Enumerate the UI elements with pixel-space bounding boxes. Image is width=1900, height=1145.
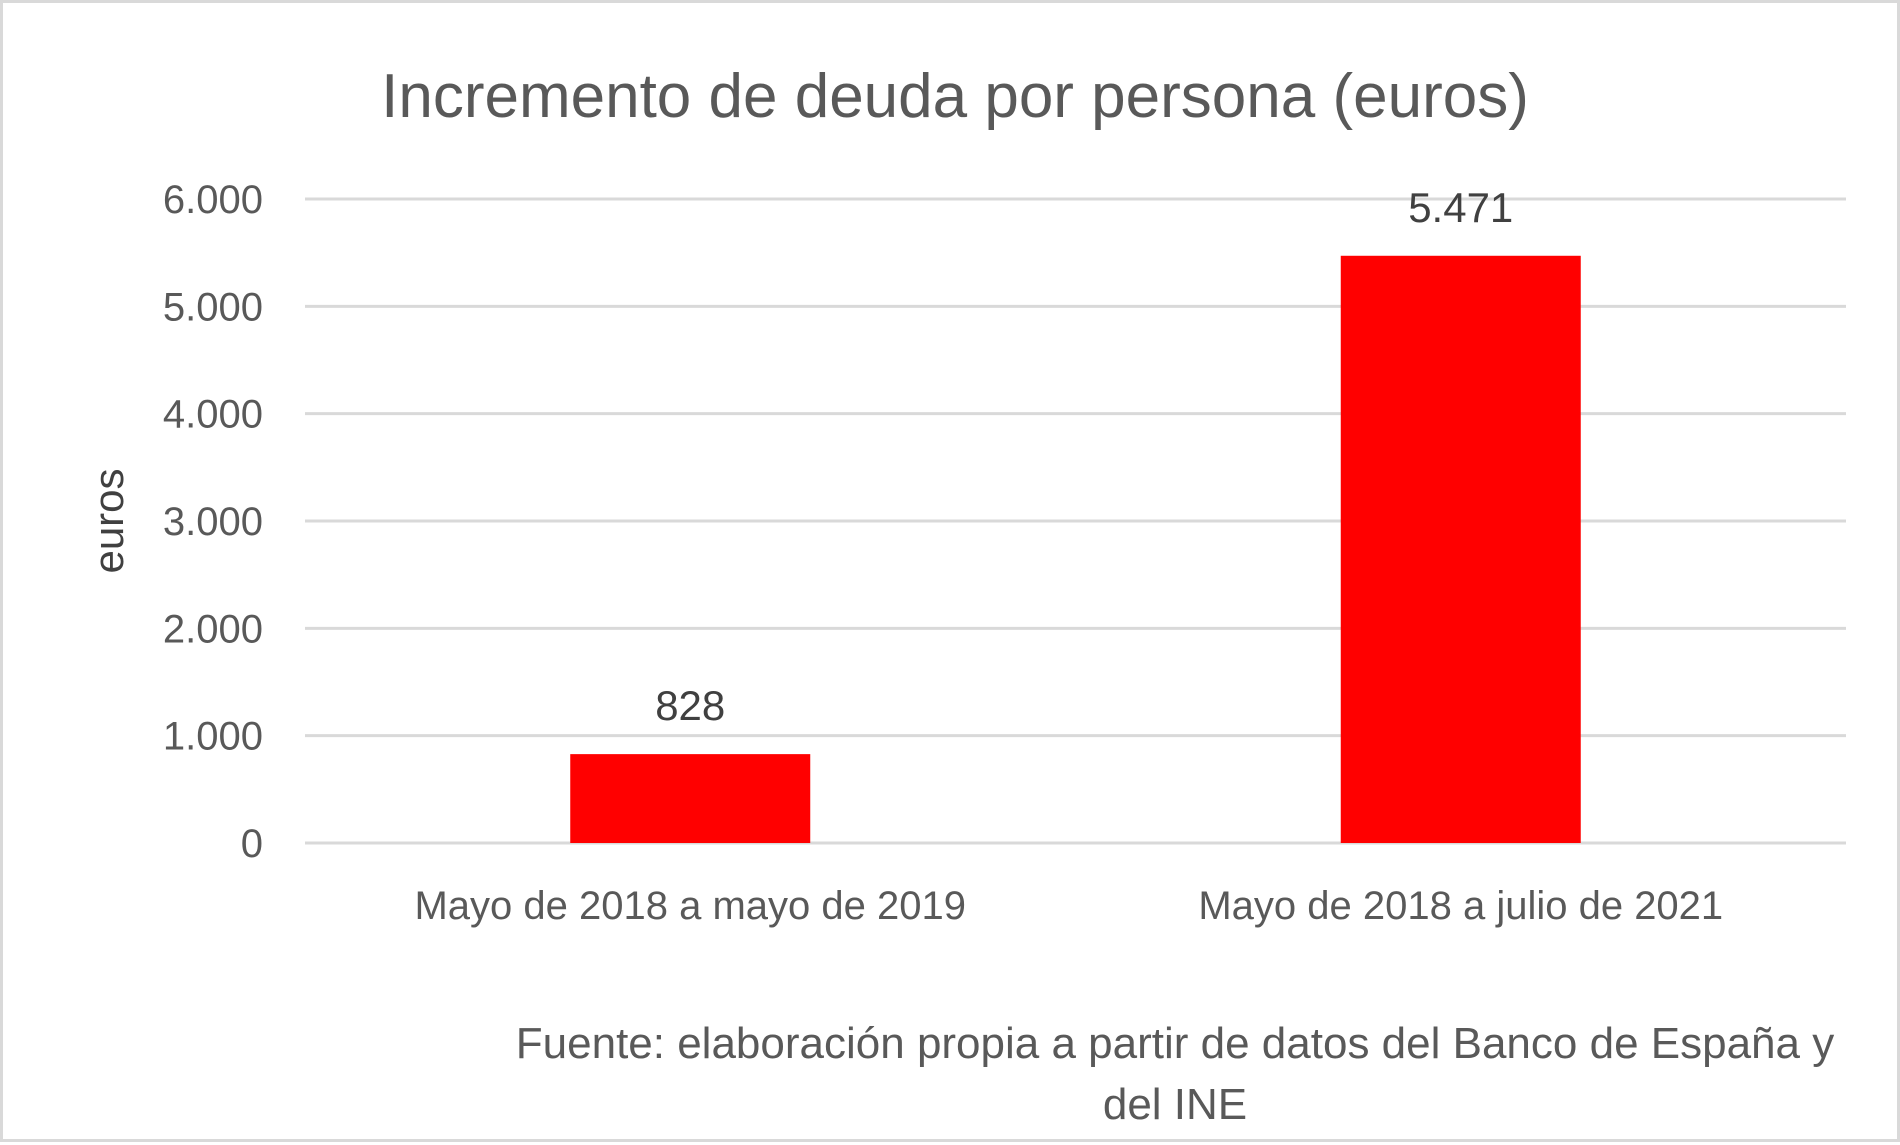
bar (1340, 255, 1581, 844)
bars (570, 255, 1581, 844)
y-tick-label: 6.000 (163, 178, 263, 222)
category-label: Mayo de 2018 a mayo de 2019 (414, 884, 966, 928)
chart-title: Incremento de deuda por persona (euros) (381, 62, 1529, 131)
y-tick-labels: 0 1.000 2.000 3.000 4.000 5.000 6.000 (163, 178, 263, 866)
gridlines (305, 197, 1846, 845)
bar-value-label: 5.471 (1408, 184, 1513, 231)
bar-value-label: 828 (655, 682, 725, 729)
category-label: Mayo de 2018 a julio de 2021 (1198, 884, 1723, 928)
bar (570, 754, 811, 843)
y-tick-label: 3.000 (163, 500, 263, 544)
y-tick-label: 5.000 (163, 285, 263, 329)
source-note-line-1: Fuente: elaboración propia a partir de d… (516, 1019, 1834, 1068)
y-axis-title: euros (85, 468, 132, 573)
data-labels: 828 5.471 (655, 184, 1513, 729)
y-tick-label: 2.000 (163, 607, 263, 651)
bar-chart: Incremento de deuda por persona (euros) … (85, 62, 1846, 1129)
y-tick-label: 0 (241, 822, 263, 866)
y-tick-label: 1.000 (163, 715, 263, 759)
source-note-line-2: del INE (1103, 1080, 1247, 1129)
category-labels: Mayo de 2018 a mayo de 2019 Mayo de 2018 … (414, 884, 1723, 928)
y-tick-label: 4.000 (163, 393, 263, 437)
